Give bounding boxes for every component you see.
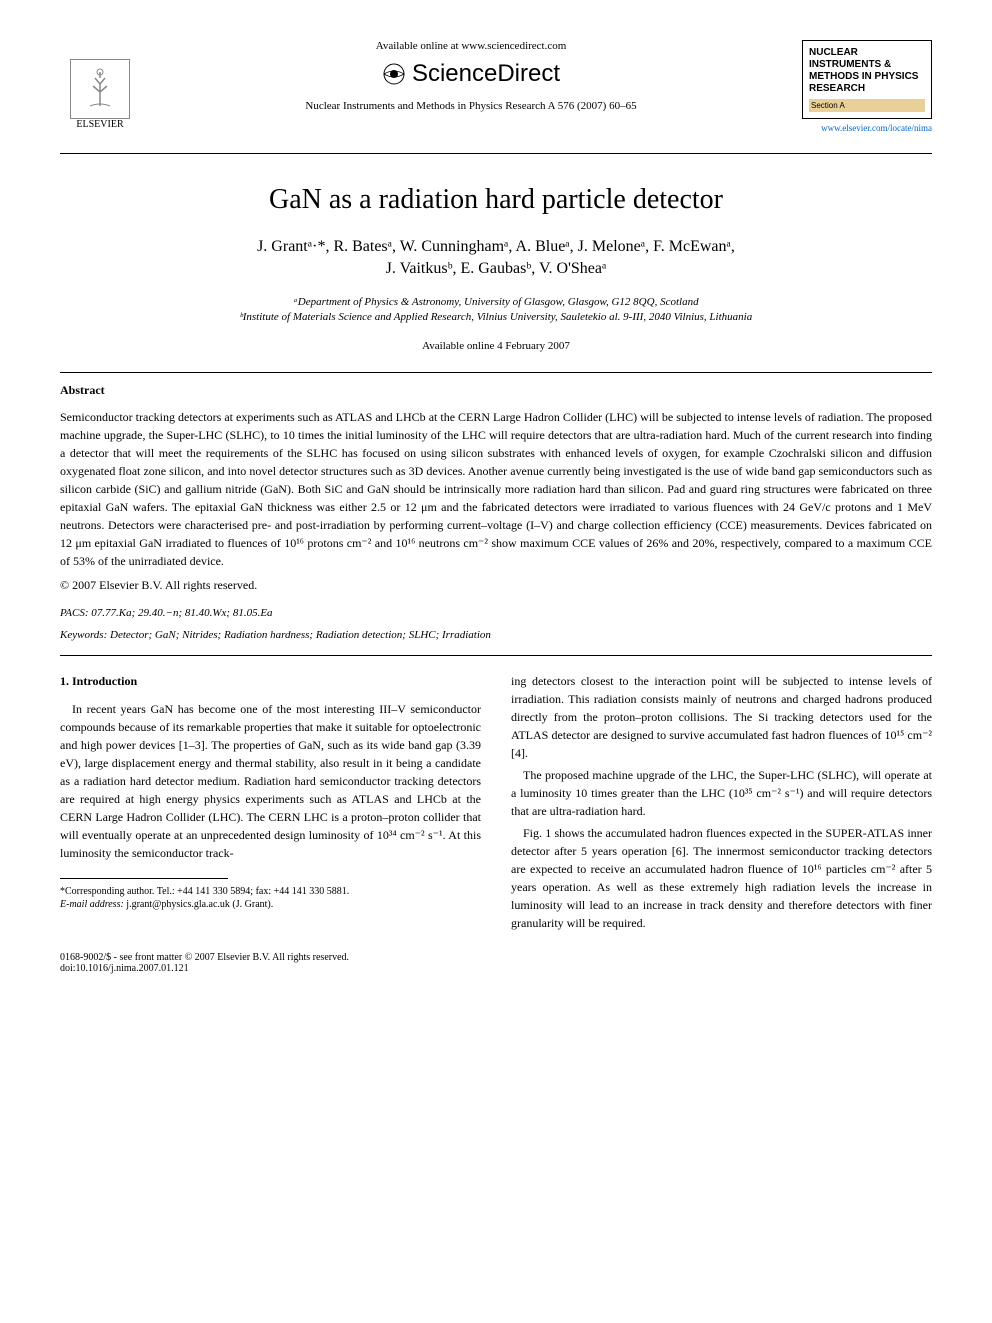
publication-date: Available online 4 February 2007	[60, 340, 932, 352]
email-footnote: E-mail address: j.grant@physics.gla.ac.u…	[60, 898, 481, 911]
pacs-line: PACS: 07.77.Ka; 29.40.−n; 81.40.Wx; 81.0…	[60, 607, 932, 619]
email-label: E-mail address:	[60, 899, 124, 910]
authors-line-1: J. Grantᵃ·*, R. Batesᵃ, W. Cunninghamᵃ, …	[257, 238, 735, 255]
publisher-name: ELSEVIER	[76, 119, 123, 130]
journal-box-title: NUCLEAR INSTRUMENTS & METHODS IN PHYSICS…	[809, 47, 925, 95]
center-header: Available online at www.sciencedirect.co…	[140, 40, 802, 112]
doi-line: doi:10.1016/j.nima.2007.01.121	[60, 963, 932, 974]
header-divider	[60, 153, 932, 154]
authors-line-2: J. Vaitkusᵇ, E. Gaubasᵇ, V. O'Sheaᵃ	[386, 260, 607, 277]
email-address[interactable]: j.grant@physics.gla.ac.uk (J. Grant).	[126, 899, 273, 910]
journal-box-container: NUCLEAR INSTRUMENTS & METHODS IN PHYSICS…	[802, 40, 932, 133]
journal-cover-box: NUCLEAR INSTRUMENTS & METHODS IN PHYSICS…	[802, 40, 932, 119]
introduction-heading: 1. Introduction	[60, 672, 481, 690]
journal-section-label: Section A	[809, 99, 925, 112]
footnote-divider	[60, 878, 228, 879]
keywords-label: Keywords:	[60, 629, 107, 641]
available-online-text: Available online at www.sciencedirect.co…	[160, 40, 782, 52]
abstract-bottom-divider	[60, 655, 932, 656]
footer: 0168-9002/$ - see front matter © 2007 El…	[60, 952, 932, 974]
elsevier-logo: ELSEVIER	[60, 40, 140, 130]
intro-paragraph-3: Fig. 1 shows the accumulated hadron flue…	[511, 824, 932, 932]
authors-list: J. Grantᵃ·*, R. Batesᵃ, W. Cunninghamᵃ, …	[60, 236, 932, 281]
intro-paragraph-1-right: ing detectors closest to the interaction…	[511, 672, 932, 762]
abstract-top-divider	[60, 372, 932, 373]
sciencedirect-text: ScienceDirect	[412, 60, 560, 88]
pacs-label: PACS:	[60, 607, 89, 619]
intro-paragraph-1-left: In recent years GaN has become one of th…	[60, 700, 481, 862]
corresponding-author-footnote: *Corresponding author. Tel.: +44 141 330…	[60, 885, 481, 898]
article-title: GaN as a radiation hard particle detecto…	[60, 184, 932, 216]
abstract-copyright: © 2007 Elsevier B.V. All rights reserved…	[60, 578, 932, 593]
sciencedirect-brand: ScienceDirect	[160, 60, 782, 88]
journal-locate-link[interactable]: www.elsevier.com/locate/nima	[802, 123, 932, 133]
keywords-line: Keywords: Detector; GaN; Nitrides; Radia…	[60, 629, 932, 641]
abstract-heading: Abstract	[60, 383, 932, 398]
issn-line: 0168-9002/$ - see front matter © 2007 El…	[60, 952, 932, 963]
affiliations: ᵃDepartment of Physics & Astronomy, Univ…	[60, 295, 932, 326]
affiliation-b: ᵇInstitute of Materials Science and Appl…	[60, 310, 932, 325]
affiliation-a: ᵃDepartment of Physics & Astronomy, Univ…	[60, 295, 932, 310]
elsevier-tree-icon	[70, 59, 130, 119]
pacs-codes: 07.77.Ka; 29.40.−n; 81.40.Wx; 81.05.Ea	[91, 607, 272, 619]
keywords-text: Detector; GaN; Nitrides; Radiation hardn…	[110, 629, 491, 641]
right-column: ing detectors closest to the interaction…	[511, 672, 932, 932]
intro-paragraph-2: The proposed machine upgrade of the LHC,…	[511, 766, 932, 820]
journal-reference: Nuclear Instruments and Methods in Physi…	[160, 100, 782, 112]
sciencedirect-icon	[382, 62, 406, 86]
abstract-text: Semiconductor tracking detectors at expe…	[60, 408, 932, 570]
body-two-column: 1. Introduction In recent years GaN has …	[60, 672, 932, 932]
left-column: 1. Introduction In recent years GaN has …	[60, 672, 481, 932]
header-row: ELSEVIER Available online at www.science…	[60, 40, 932, 133]
